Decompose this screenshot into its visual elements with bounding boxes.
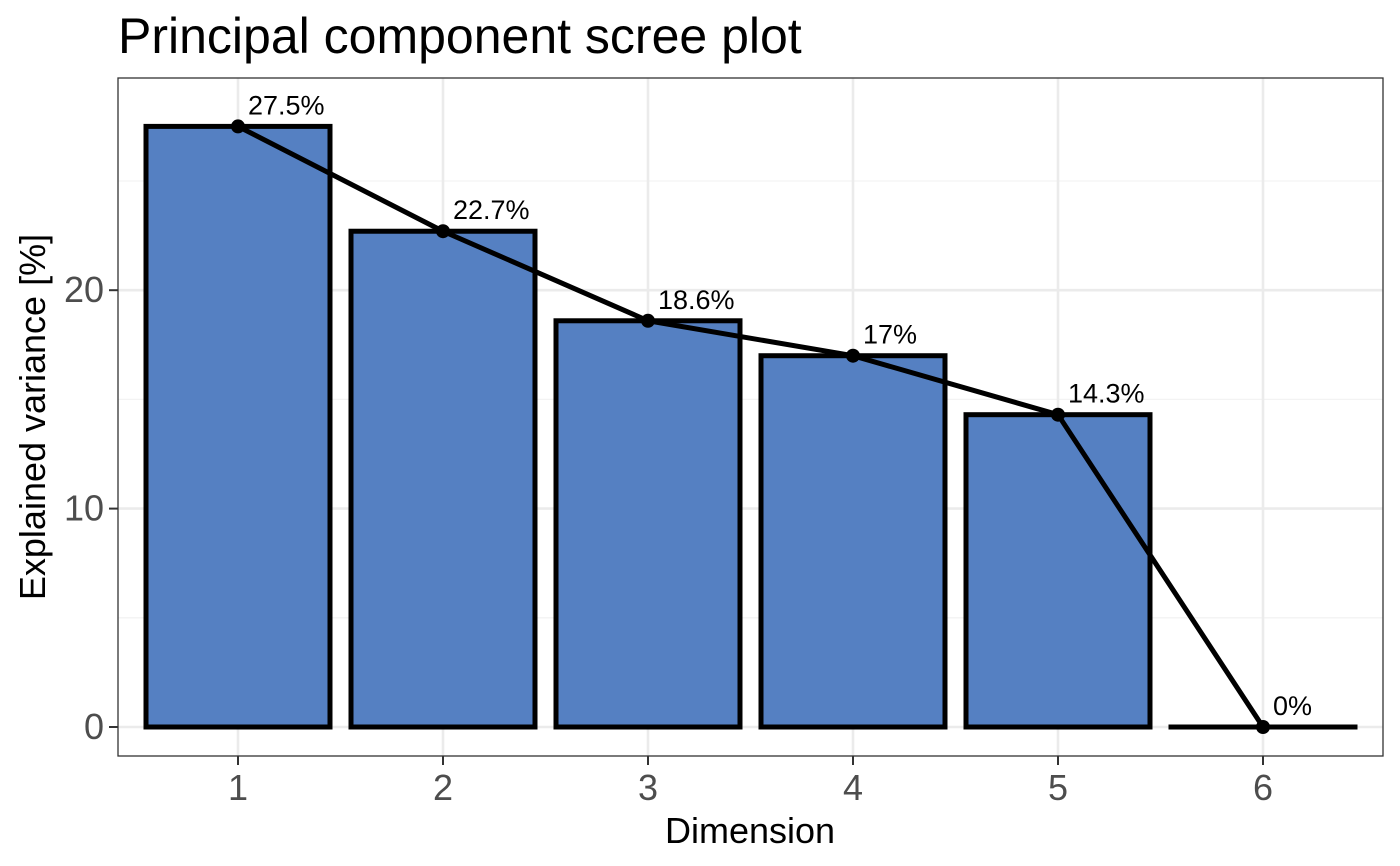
x-tick-label: 2	[433, 767, 453, 808]
data-label: 27.5%	[248, 90, 325, 120]
y-axis-ticks: 0 10 20	[64, 269, 118, 747]
bar	[348, 228, 538, 730]
data-label: 17%	[863, 320, 917, 350]
data-point	[846, 348, 860, 363]
data-label: 22.7%	[453, 195, 530, 225]
bars	[143, 123, 1358, 730]
bar	[143, 123, 333, 730]
panel-border	[117, 77, 1384, 757]
data-label: 18.6%	[658, 285, 735, 315]
x-tick-label: 3	[638, 767, 658, 808]
y-tick-label: 10	[64, 488, 104, 529]
x-tick-label: 5	[1048, 767, 1068, 808]
series-line	[236, 124, 1266, 729]
data-point	[231, 119, 245, 134]
x-tick-label: 6	[1253, 767, 1273, 808]
chart-title: Principal component scree plot	[118, 8, 802, 64]
y-tick-label: 20	[64, 269, 104, 310]
bar	[963, 412, 1153, 730]
data-point	[436, 224, 450, 239]
data-labels: 27.5% 22.7% 18.6% 17% 14.3% 0%	[248, 90, 1312, 721]
trend-line	[236, 124, 1266, 729]
y-tick-label: 0	[84, 706, 104, 747]
x-tick-label: 4	[843, 767, 863, 808]
data-label: 14.3%	[1068, 379, 1145, 409]
x-axis-title: Dimension	[665, 810, 835, 851]
data-point	[641, 313, 655, 328]
points	[231, 119, 1270, 734]
bar	[758, 353, 948, 730]
data-point	[1051, 407, 1065, 422]
y-axis-title: Explained variance [%]	[12, 234, 53, 600]
bar	[553, 318, 743, 730]
data-label: 0%	[1273, 691, 1312, 721]
x-tick-label: 1	[228, 767, 248, 808]
x-axis-ticks: 1 2 3 4 5 6	[228, 756, 1273, 808]
data-point	[1256, 720, 1270, 734]
